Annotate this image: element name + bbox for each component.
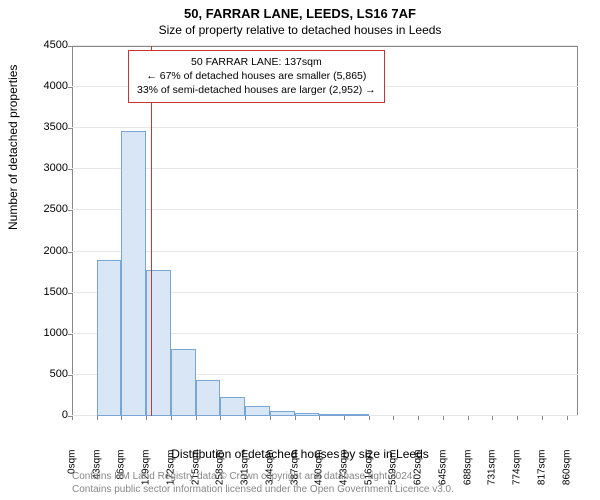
histogram-bar [196,380,221,416]
histogram-bar [171,349,196,416]
x-tick-mark [468,416,469,420]
y-tick-mark [68,128,72,129]
footer-line2: Contains public sector information licen… [72,484,454,497]
x-tick-mark [567,416,568,420]
y-tick-label: 2500 [28,203,68,215]
x-tick-mark [245,416,246,420]
footer-attribution: Contains HM Land Registry data © Crown c… [72,471,454,496]
chart-plot: 50 FARRAR LANE: 137sqm ← 67% of detached… [72,46,578,416]
histogram-bar [344,414,369,416]
histogram-bar [245,406,270,416]
x-tick-mark [72,416,73,420]
y-tick-mark [68,169,72,170]
gridline [72,168,578,169]
histogram-bar [220,397,245,416]
y-tick-label: 4500 [28,39,68,51]
gridline [72,127,578,128]
annotation-box: 50 FARRAR LANE: 137sqm ← 67% of detached… [128,50,385,103]
gridline [72,209,578,210]
x-tick-mark [270,416,271,420]
gridline [72,45,578,46]
y-axis-label: Number of detached properties [6,65,20,230]
y-tick-label: 3000 [28,162,68,174]
y-tick-label: 1000 [28,327,68,339]
x-tick-mark [418,416,419,420]
x-tick-mark [295,416,296,420]
x-tick-mark [344,416,345,420]
histogram-bar [319,414,344,416]
y-tick-mark [68,210,72,211]
y-tick-mark [68,46,72,47]
x-tick-mark [492,416,493,420]
x-tick-mark [443,416,444,420]
chart-title-sub: Size of property relative to detached ho… [0,21,600,37]
y-tick-mark [68,87,72,88]
y-tick-label: 500 [28,368,68,380]
chart-title-main: 50, FARRAR LANE, LEEDS, LS16 7AF [0,0,600,21]
y-tick-label: 4000 [28,80,68,92]
footer-line1: Contains HM Land Registry data © Crown c… [72,471,454,484]
annotation-line1: 50 FARRAR LANE: 137sqm [137,55,376,69]
annotation-line2: ← 67% of detached houses are smaller (5,… [137,69,376,83]
histogram-bar [270,411,295,416]
x-tick-mark [542,416,543,420]
y-tick-label: 1500 [28,286,68,298]
x-tick-mark [196,416,197,420]
x-tick-mark [171,416,172,420]
histogram-bar [97,260,122,416]
x-tick-mark [517,416,518,420]
histogram-bar [121,131,146,416]
y-tick-mark [68,375,72,376]
x-tick-mark [121,416,122,420]
x-tick-mark [393,416,394,420]
x-tick-mark [220,416,221,420]
y-tick-mark [68,334,72,335]
x-tick-mark [369,416,370,420]
annotation-line3: 33% of semi-detached houses are larger (… [137,83,376,97]
x-tick-mark [97,416,98,420]
histogram-bar [295,413,320,416]
x-tick-mark [319,416,320,420]
y-tick-mark [68,252,72,253]
x-axis-label: Distribution of detached houses by size … [0,447,600,461]
x-tick-mark [146,416,147,420]
y-tick-label: 3500 [28,121,68,133]
gridline [72,251,578,252]
y-tick-label: 2000 [28,245,68,257]
y-tick-mark [68,293,72,294]
y-tick-label: 0 [28,409,68,421]
